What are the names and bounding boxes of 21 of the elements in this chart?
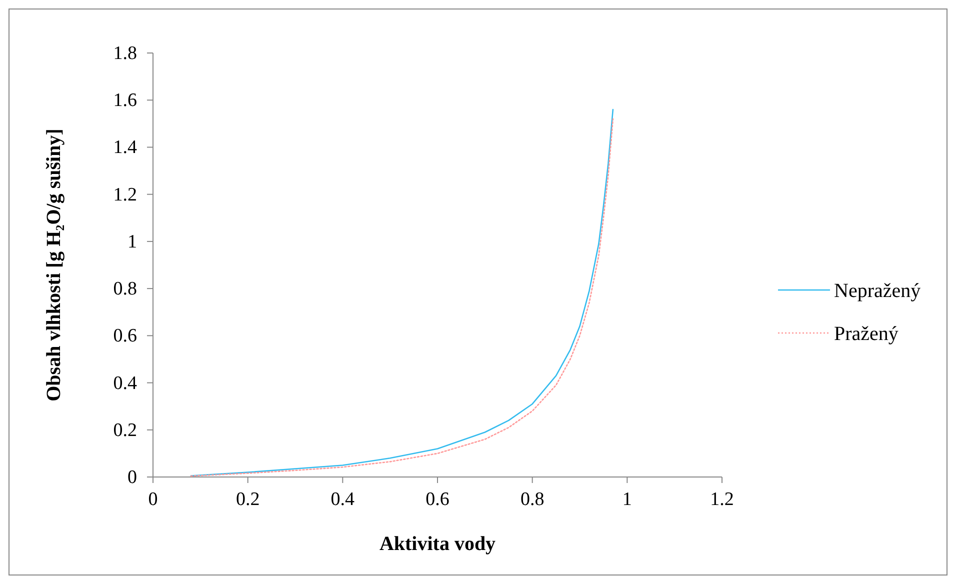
y-tick-label: 0.4 [113,372,138,394]
y-tick-label: 0 [128,467,137,488]
x-axis-title: Aktivita vody [379,533,496,555]
y-tick-label: 0.6 [113,326,137,347]
x-tick-label: 0.2 [236,489,260,510]
y-tick-label: 1 [128,231,137,252]
legend-label: Nepražený [834,280,921,302]
y-tick-label: 1.6 [113,90,137,112]
x-tick-label: 0 [148,489,158,510]
y-tick-label: 0.8 [113,278,137,300]
y-axis-title: Obsah vlhkosti [g H₂O/g sušiny] [43,128,65,402]
x-tick-label: 1.2 [710,489,734,510]
x-tick-label: 0.8 [520,489,544,510]
x-tick-label: 1 [622,489,632,510]
legend-label: Pražený [834,323,898,345]
y-tick-label: 1.8 [113,43,137,64]
x-tick-label: 0.4 [330,489,356,510]
x-tick-label: 0.6 [426,489,450,510]
y-tick-label: 1.4 [113,137,138,158]
y-tick-label: 1.2 [113,184,137,206]
y-tick-label: 0.2 [113,420,137,441]
